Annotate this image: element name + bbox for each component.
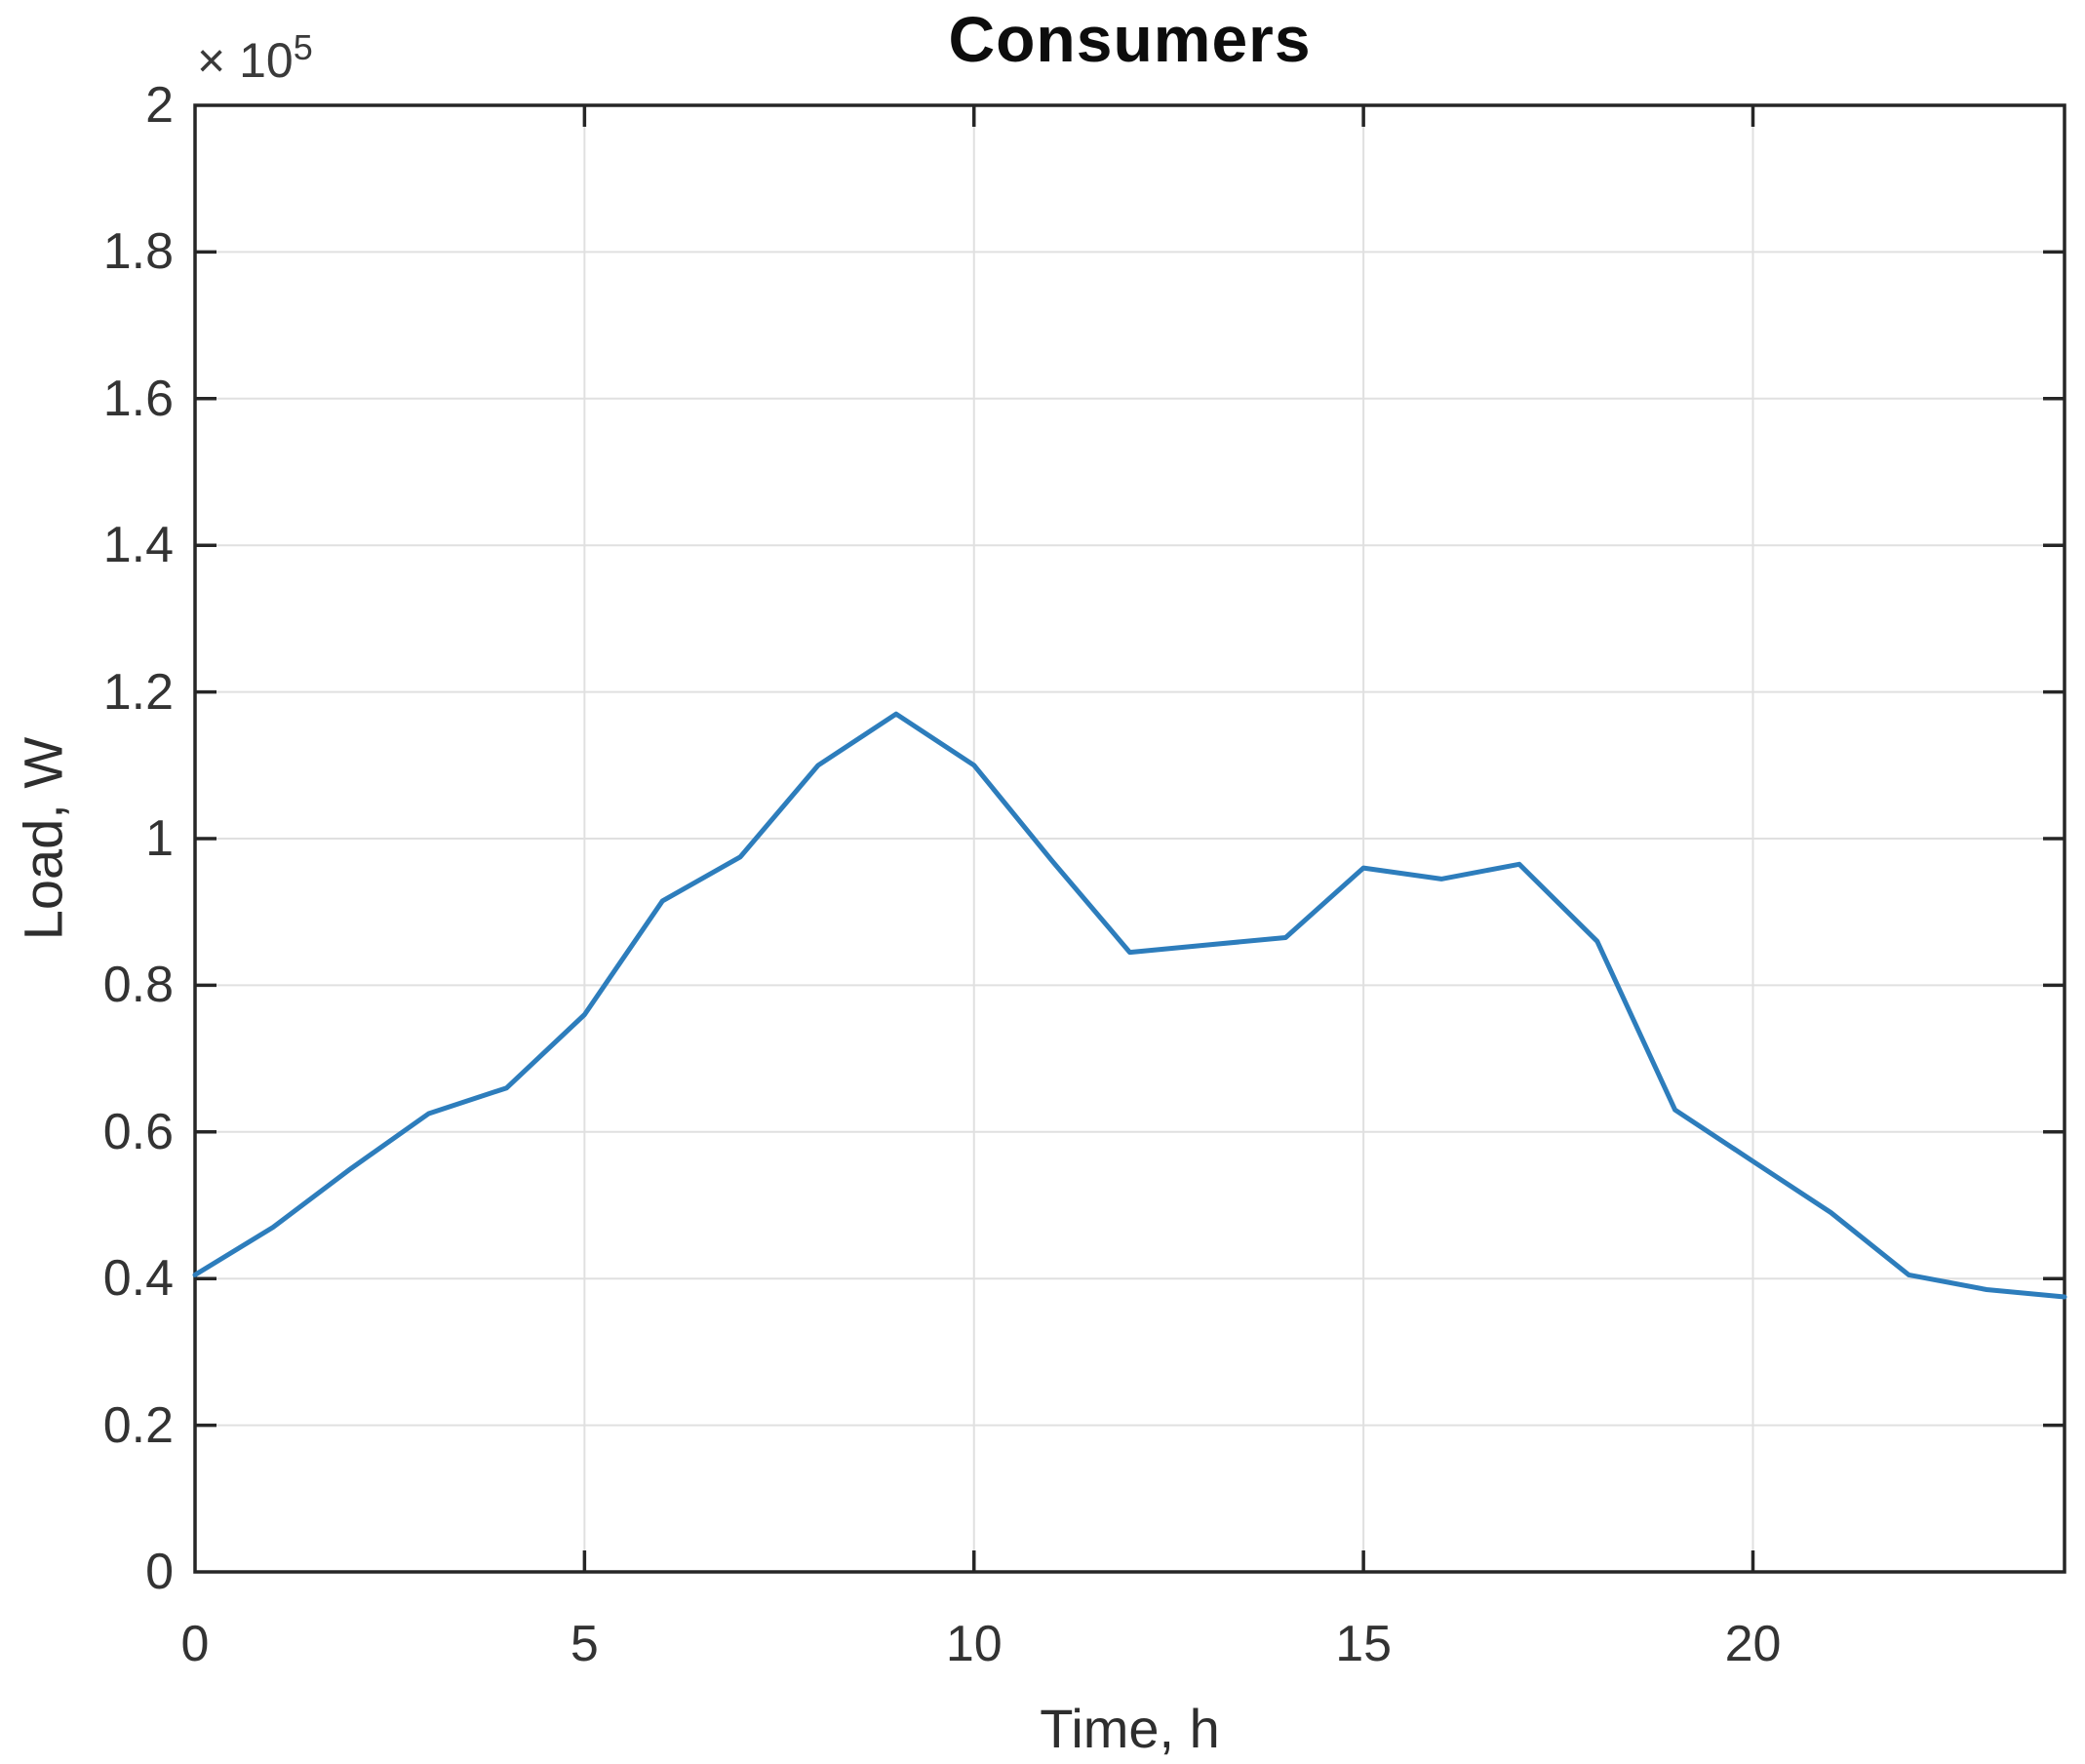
y-tick-label: 1.4 bbox=[102, 517, 174, 574]
y-tick-label: 1.6 bbox=[102, 370, 174, 427]
x-tick-label: 5 bbox=[570, 1616, 599, 1672]
y-tick-label: 0 bbox=[145, 1544, 174, 1600]
y-axis-multiplier-base: × 10 bbox=[197, 33, 294, 88]
y-tick-label: 1.2 bbox=[102, 663, 174, 721]
x-tick-label: 10 bbox=[945, 1616, 1003, 1672]
y-axis-multiplier-exponent: 5 bbox=[293, 27, 313, 67]
y-tick-label: 0.6 bbox=[102, 1103, 174, 1160]
chart-title: Consumers bbox=[948, 3, 1312, 75]
y-axis-multiplier: × 105 bbox=[197, 27, 313, 89]
y-tick-label: 0.4 bbox=[102, 1250, 174, 1308]
y-tick-label: 1 bbox=[145, 810, 174, 867]
x-axis-label: Time, h bbox=[1040, 1698, 1220, 1759]
x-tick-label: 15 bbox=[1335, 1616, 1393, 1672]
y-tick-label: 0.8 bbox=[102, 957, 174, 1014]
y-tick-label: 1.8 bbox=[102, 223, 174, 281]
x-tick-label: 0 bbox=[180, 1616, 210, 1672]
load-line bbox=[192, 711, 2067, 1300]
y-tick-label: 2 bbox=[145, 77, 174, 134]
x-tick-label: 20 bbox=[1724, 1616, 1782, 1672]
y-tick-label: 0.2 bbox=[102, 1396, 174, 1454]
